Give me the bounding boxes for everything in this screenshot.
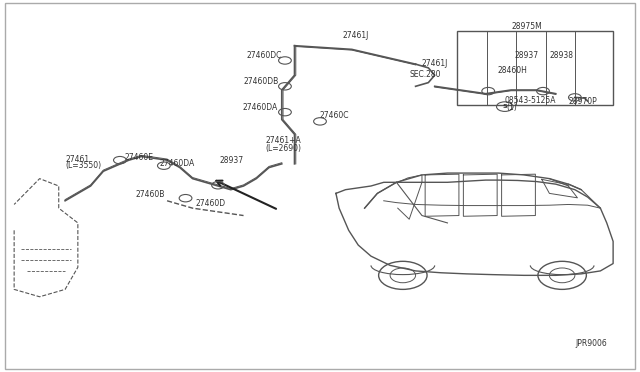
Text: 27460E: 27460E bbox=[124, 153, 154, 162]
Text: 27460DC: 27460DC bbox=[246, 51, 282, 61]
Text: 27461+A: 27461+A bbox=[266, 137, 301, 145]
Text: 27461J: 27461J bbox=[422, 59, 449, 68]
Text: 27460DA: 27460DA bbox=[243, 103, 278, 112]
Text: 27460B: 27460B bbox=[135, 190, 164, 199]
Text: 27461: 27461 bbox=[65, 155, 89, 164]
Text: 27460D: 27460D bbox=[196, 199, 226, 208]
Text: S: S bbox=[502, 104, 507, 109]
Text: 28460H: 28460H bbox=[497, 66, 527, 75]
Text: 28975M: 28975M bbox=[511, 22, 542, 31]
Text: 28937: 28937 bbox=[220, 155, 244, 164]
Text: (L=3550): (L=3550) bbox=[65, 161, 101, 170]
Text: SEC.280: SEC.280 bbox=[409, 70, 441, 79]
Text: (1): (1) bbox=[507, 103, 518, 112]
Text: 08543-5125A: 08543-5125A bbox=[505, 96, 556, 105]
Text: 27460DA: 27460DA bbox=[159, 158, 195, 167]
Text: (L=2690): (L=2690) bbox=[266, 144, 302, 153]
Text: 28970P: 28970P bbox=[568, 96, 597, 106]
Text: 28937: 28937 bbox=[515, 51, 538, 61]
Text: 27461J: 27461J bbox=[342, 31, 369, 40]
Text: 28938: 28938 bbox=[549, 51, 573, 61]
Text: 27460C: 27460C bbox=[320, 110, 349, 119]
Text: JPR9006: JPR9006 bbox=[575, 340, 607, 349]
Text: 27460DB: 27460DB bbox=[244, 77, 279, 86]
